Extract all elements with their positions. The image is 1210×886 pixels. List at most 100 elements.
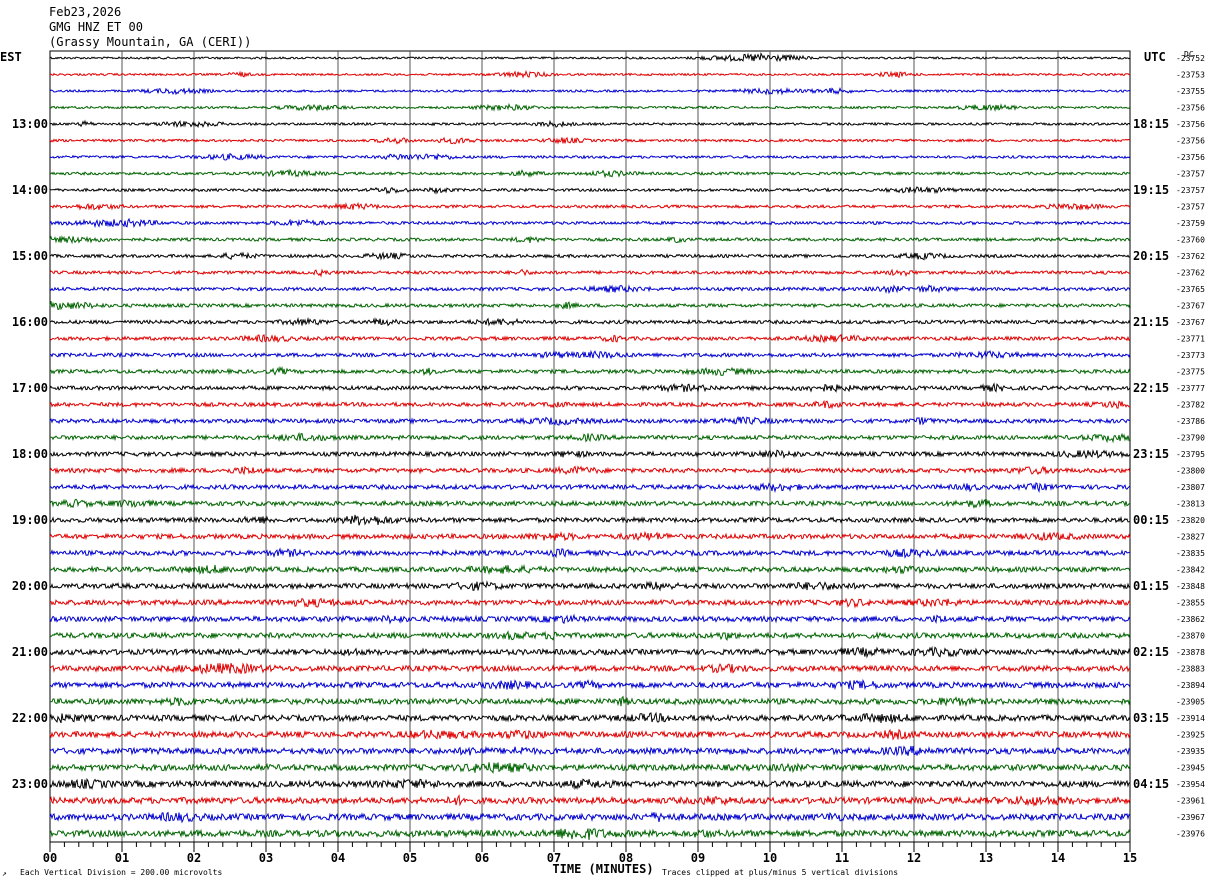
utc-axis-label: UTC — [1144, 50, 1166, 64]
dc-offset-label: -23771 — [1176, 335, 1205, 344]
seismic-trace — [49, 580, 1131, 592]
seismic-trace — [49, 185, 1131, 195]
plot-frame — [49, 50, 1131, 843]
corner-mark: ↗ — [2, 869, 7, 878]
dc-offset-label: -23790 — [1176, 434, 1205, 443]
dc-offset-label: -23767 — [1176, 318, 1205, 327]
utc-hour-label: 02:15 — [1133, 645, 1169, 659]
seismic-trace — [49, 217, 1131, 229]
seismic-trace — [49, 136, 1131, 145]
seismic-trace — [49, 168, 1131, 179]
utc-hour-label: 22:15 — [1133, 381, 1169, 395]
seismic-trace — [49, 268, 1131, 278]
seismic-trace — [49, 86, 1131, 96]
seismic-trace — [49, 431, 1131, 444]
dc-offset-label: -23795 — [1176, 450, 1205, 459]
seismic-trace — [49, 630, 1131, 641]
est-hour-label: 19:00 — [12, 513, 48, 527]
dc-offset-label: -23848 — [1176, 582, 1205, 591]
dc-offset-label: -23945 — [1176, 764, 1205, 773]
est-hour-label: 23:00 — [12, 777, 48, 791]
dc-offset-label: -23753 — [1176, 71, 1205, 80]
seismic-trace — [49, 745, 1131, 757]
trace-group — [49, 52, 1131, 840]
x-tick-label: 12 — [907, 851, 921, 865]
seismic-trace — [49, 514, 1131, 526]
location-label: (Grassy Mountain, GA (CERI)) — [49, 35, 251, 49]
date-label: Feb23,2026 — [49, 5, 121, 19]
seismic-trace — [49, 547, 1131, 559]
dc-offset-label: -23870 — [1176, 632, 1205, 641]
x-tick-label: 11 — [835, 851, 849, 865]
seismic-trace — [49, 613, 1131, 625]
x-tick-label: 02 — [187, 851, 201, 865]
seismic-trace — [49, 152, 1131, 161]
x-tick-label: 06 — [475, 851, 489, 865]
seismic-trace — [49, 316, 1131, 327]
est-hour-label: 14:00 — [12, 183, 48, 197]
seismic-trace — [49, 563, 1131, 575]
dc-offset-label: -23782 — [1176, 401, 1205, 410]
dc-offset-label: -23862 — [1176, 615, 1205, 624]
dc-offset-label: -23773 — [1176, 351, 1205, 360]
dc-offset-label: -23842 — [1176, 566, 1205, 575]
dc-offset-label: -23914 — [1176, 714, 1205, 723]
dc-offset-labels: -23752 -23753 -23755 -23756 -23756 -23756 -237… — [1176, 54, 1205, 839]
dc-offset-label: -23762 — [1176, 269, 1205, 278]
seismic-trace — [49, 382, 1131, 393]
seismic-trace — [49, 201, 1131, 211]
plot-grid — [49, 50, 1131, 843]
dc-offset-label: -23827 — [1176, 533, 1205, 542]
dc-offset-label: -23759 — [1176, 219, 1205, 228]
seismic-trace — [49, 69, 1131, 79]
seismic-trace — [49, 597, 1131, 609]
utc-hour-label: 00:15 — [1133, 513, 1169, 527]
seismic-trace — [49, 530, 1131, 542]
dc-offset-label: -23757 — [1176, 186, 1205, 195]
est-hour-labels: 13:00 14:00 15:00 16:00 17:00 18:00 19:00 20:00… — [12, 117, 48, 791]
dc-offset-label: -23807 — [1176, 483, 1205, 492]
seismic-trace — [49, 482, 1131, 494]
est-hour-label: 22:00 — [12, 711, 48, 725]
dc-offset-label: -23925 — [1176, 731, 1205, 740]
seismic-trace — [49, 333, 1131, 344]
x-axis-title: TIME (MINUTES) — [552, 862, 653, 876]
dc-offset-label: -23752 — [1176, 54, 1205, 63]
seismic-trace — [49, 365, 1131, 377]
x-tick-label: 13 — [979, 851, 993, 865]
dc-offset-label: -23878 — [1176, 648, 1205, 657]
seismic-trace — [49, 102, 1131, 113]
est-hour-label: 15:00 — [12, 249, 48, 263]
dc-offset-label: -23765 — [1176, 285, 1205, 294]
dc-offset-label: -23935 — [1176, 747, 1205, 756]
x-axis: 00 01 02 03 04 05 06 07 08 09 10 11 12 13 14 15 — [43, 841, 1137, 865]
seismic-trace — [49, 777, 1131, 791]
est-hour-label: 21:00 — [12, 645, 48, 659]
seismic-trace — [49, 711, 1131, 725]
dc-offset-label: -23967 — [1176, 813, 1205, 822]
seismic-trace — [49, 301, 1131, 311]
seismic-trace — [49, 794, 1131, 808]
utc-hour-label: 19:15 — [1133, 183, 1169, 197]
est-hour-label: 18:00 — [12, 447, 48, 461]
seismic-trace — [49, 235, 1131, 245]
seismic-trace — [49, 349, 1131, 360]
dc-offset-label: -23976 — [1176, 830, 1205, 839]
x-tick-label: 07 — [547, 851, 561, 865]
utc-hour-label: 21:15 — [1133, 315, 1169, 329]
utc-hour-label: 04:15 — [1133, 777, 1169, 791]
est-hour-label: 13:00 — [12, 117, 48, 131]
utc-hour-label: 18:15 — [1133, 117, 1169, 131]
dc-offset-label: -23760 — [1176, 236, 1205, 245]
clip-note: Traces clipped at plus/minus 5 vertical … — [662, 868, 898, 877]
utc-hour-label: 01:15 — [1133, 579, 1169, 593]
seismic-trace — [49, 762, 1131, 775]
dc-offset-label: -23756 — [1176, 137, 1205, 146]
est-hour-label: 17:00 — [12, 381, 48, 395]
seismic-trace — [49, 678, 1131, 691]
dc-offset-label: -23820 — [1176, 516, 1205, 525]
seismic-trace — [49, 662, 1131, 675]
est-axis-label: EST — [0, 50, 22, 64]
dc-offset-label: -23855 — [1176, 599, 1205, 608]
